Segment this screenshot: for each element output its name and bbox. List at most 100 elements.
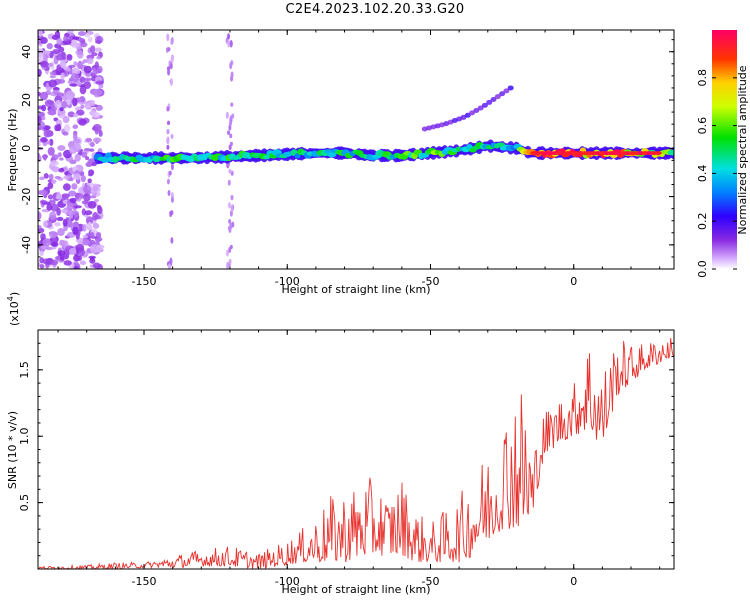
heatmap-cell: [227, 39, 231, 48]
heatmap-cell: [229, 133, 233, 139]
heatmap-cell: [40, 37, 48, 44]
heatmap-cell: [230, 170, 234, 176]
heatmap-cell: [46, 203, 53, 211]
snr-x-label: Height of straight line (km): [281, 583, 430, 596]
heatmap-cell: [54, 222, 61, 227]
heatmap-cell: [50, 259, 59, 266]
heatmap-cell: [86, 57, 94, 65]
heatmap-cell: [73, 143, 82, 153]
heatmap-cell: [62, 183, 71, 191]
heatmap-cell: [40, 60, 49, 68]
heatmap-cell: [98, 84, 104, 89]
heatmap-cell: [39, 250, 44, 256]
snr-panel: -150 -100 -50 0 0.5 1.0 1.5 Height of straigh…: [6, 292, 675, 596]
y-tick-label: -40: [20, 236, 33, 254]
heatmap-cell: [56, 92, 65, 97]
colorbar-label: Normalized spectral amplitude: [736, 65, 749, 234]
heatmap-cell: [225, 111, 229, 119]
spectrogram-panel: -150 -100 -50 0 -40 -20 0 20 40 Height of strai…: [6, 29, 675, 296]
snr-x-axis: -150 -100 -50 0: [57, 330, 661, 588]
x-tick-label: -150: [132, 575, 157, 588]
heatmap-cell: [327, 151, 337, 158]
heatmap-cell: [94, 199, 99, 203]
heatmap-cell: [469, 110, 476, 116]
heatmap-cell: [89, 232, 95, 238]
heatmap-cell: [227, 179, 231, 186]
heatmap-cell: [38, 30, 43, 37]
heatmap-cell: [89, 195, 97, 199]
heatmap-cell: [77, 31, 86, 37]
heatmap-cell: [47, 110, 57, 116]
heatmap-cell: [72, 124, 79, 130]
heatmap-cell: [70, 73, 80, 83]
colorbar-gradient: [712, 30, 737, 269]
heatmap-cell: [63, 175, 70, 180]
heatmap-cell: [62, 218, 68, 227]
heatmap-cell: [74, 153, 81, 162]
heatmap-cell: [42, 154, 48, 161]
heatmap-cell: [62, 116, 70, 124]
heatmap-cell: [82, 223, 87, 232]
heatmap-cell: [168, 170, 172, 176]
heatmap-cell: [71, 183, 78, 190]
heatmap-cell: [80, 42, 88, 48]
heatmap-cell: [87, 159, 93, 165]
heatmap-cell: [87, 178, 92, 184]
heatmap-cell: [81, 208, 86, 216]
heatmap-cell: [486, 99, 493, 105]
x-tick-label: -100: [275, 275, 300, 288]
heatmap-cell: [66, 201, 74, 211]
y-tick-label: -20: [20, 188, 33, 206]
heatmap-cell: [481, 102, 488, 108]
heatmap-cell: [41, 138, 48, 142]
heatmap-cell: [228, 258, 232, 265]
heatmap-cell: [72, 173, 81, 181]
heatmap-cell: [89, 148, 95, 152]
heatmap-cell: [78, 118, 87, 126]
heatmap-cell: [79, 76, 86, 83]
heatmap-cell: [42, 50, 51, 55]
heatmap-cell: [59, 157, 64, 161]
heatmap-cell: [39, 176, 45, 181]
heatmap-cell: [494, 94, 501, 100]
heatmap-cell: [72, 226, 79, 235]
heatmap-cell: [654, 151, 662, 156]
heatmap-cell: [166, 144, 170, 150]
heatmap-cell: [96, 204, 102, 211]
heatmap-cell: [42, 258, 51, 265]
heatmap-cell: [92, 137, 102, 143]
heatmap-cell: [473, 107, 480, 113]
heatmap-cell: [477, 105, 484, 111]
heatmap-cell: [63, 35, 69, 42]
heatmap-cell: [80, 175, 86, 183]
heatmap-cell: [63, 260, 72, 266]
heatmap-cell: [83, 65, 92, 74]
x-tick-label: 0: [570, 275, 577, 288]
heatmap-cell: [228, 219, 232, 224]
heatmap-cell: [230, 204, 234, 213]
heatmap-cell: [73, 254, 80, 262]
heatmap-cell: [63, 124, 71, 133]
heatmap-cell: [56, 207, 61, 216]
heatmap-cell: [49, 75, 56, 79]
heatmap-cell: [169, 62, 173, 70]
x-tick-label: -50: [422, 275, 440, 288]
heatmap-cell: [231, 113, 235, 119]
heatmap-cell: [38, 142, 42, 147]
heatmap-cell: [51, 179, 57, 184]
heatmap-cell: [170, 196, 174, 203]
heatmap-cell: [72, 138, 81, 144]
heatmap-cell: [170, 133, 174, 139]
heatmap-cell: [54, 30, 61, 39]
colorbar-tick-label: 0.8: [696, 69, 709, 87]
heatmap-cell: [227, 130, 231, 135]
heatmap-cell: [56, 216, 64, 222]
heatmap-cell: [85, 137, 92, 142]
heatmap-cell: [507, 85, 514, 91]
heatmap-cell: [38, 111, 45, 118]
heatmap-cell: [90, 256, 95, 261]
heatmap-cell: [69, 83, 77, 87]
y-tick-label: 20: [20, 93, 33, 107]
heatmap-cell: [96, 55, 102, 60]
